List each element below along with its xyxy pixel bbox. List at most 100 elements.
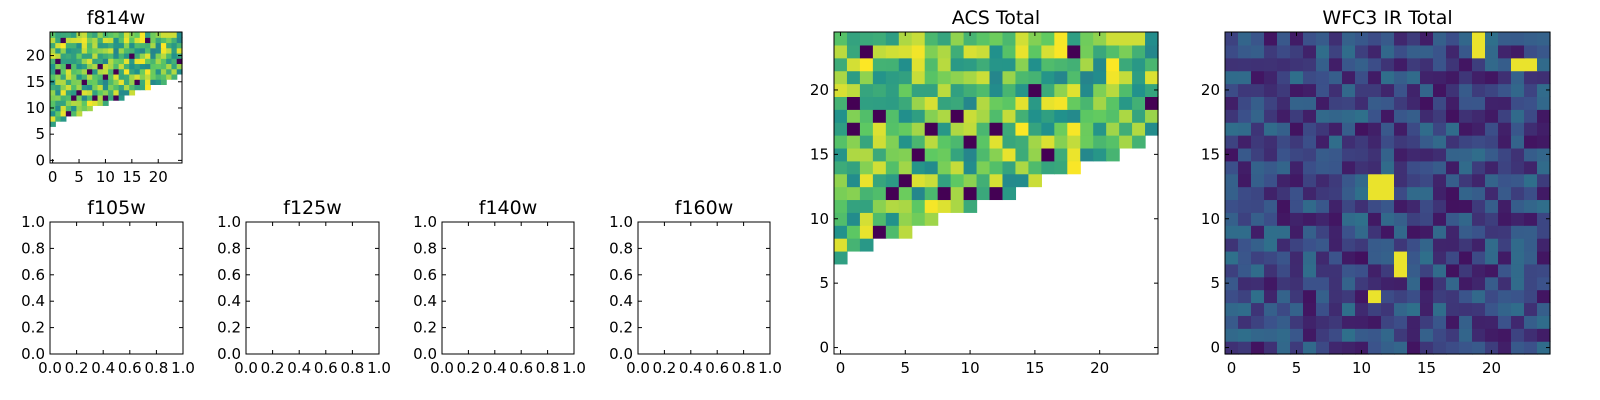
heatmap-cell [1485, 135, 1499, 149]
heatmap-cell [1472, 250, 1486, 265]
heatmap-cell [1342, 289, 1356, 304]
heatmap-cell [1132, 83, 1146, 97]
heatmap-cell [1290, 109, 1304, 123]
heatmap-cell [872, 32, 887, 46]
heatmap-cell [1485, 147, 1499, 162]
heatmap-cell [846, 135, 861, 149]
heatmap-cell [1472, 276, 1486, 291]
heatmap-cell [65, 79, 72, 85]
heatmap-cell [1394, 135, 1408, 149]
heatmap-cell [1407, 263, 1421, 278]
y-tick-label: 20 [26, 47, 45, 65]
heatmap-cell [976, 186, 991, 201]
heatmap-cell [118, 42, 125, 49]
heatmap-cell [1433, 70, 1447, 85]
heatmap-cell [1394, 315, 1408, 329]
heatmap-cell [1446, 96, 1460, 110]
heatmap-cell [134, 79, 141, 85]
heatmap-cell [71, 94, 77, 101]
heatmap-cell [1329, 315, 1343, 329]
heatmap-cell [1028, 135, 1042, 149]
heatmap-cell [1238, 186, 1252, 201]
heatmap-cell [50, 42, 56, 49]
heatmap-cell [1329, 96, 1343, 110]
heatmap-cell [1524, 238, 1538, 252]
heatmap-cell [171, 32, 178, 38]
heatmap-cell [60, 37, 67, 44]
heatmap-cell [1264, 315, 1278, 329]
heatmap-cell [1433, 289, 1447, 304]
heatmap-cell [1329, 83, 1343, 97]
heatmap-cell [1303, 341, 1317, 355]
heatmap-cell [145, 37, 151, 44]
heatmap-cell [1381, 302, 1395, 316]
heatmap-cell [1446, 212, 1460, 226]
heatmap-cell [1498, 122, 1512, 136]
heatmap-cell [113, 42, 120, 49]
heatmap-cell [924, 83, 939, 97]
heatmap-cell [86, 100, 93, 106]
heatmap-cell [1041, 83, 1055, 97]
heatmap-cell [1277, 199, 1291, 213]
heatmap-cell [1290, 276, 1304, 291]
heatmap-cell [924, 199, 939, 213]
heatmap-cell [872, 83, 887, 97]
heatmap-cell [1524, 263, 1538, 278]
heatmap-cell [1264, 135, 1278, 149]
heatmap-cell [1264, 109, 1278, 123]
heatmap-cell [872, 96, 887, 110]
heatmap-cell [1277, 263, 1291, 278]
heatmap-cell [1381, 289, 1395, 304]
heatmap-cell [97, 89, 104, 96]
heatmap-cell [65, 89, 72, 96]
heatmap-cell [60, 89, 67, 96]
heatmap-cell [1041, 32, 1055, 46]
heatmap-cell [911, 32, 926, 46]
heatmap-cell [1407, 341, 1421, 355]
heatmap-cell [1329, 302, 1343, 316]
heatmap-cell [1342, 135, 1356, 149]
heatmap-cell [86, 58, 93, 65]
heatmap-cell [1225, 250, 1239, 265]
heatmap-cell [1459, 341, 1473, 355]
heatmap-cell [1498, 70, 1512, 85]
heatmap-cell [1381, 186, 1395, 201]
heatmap-cell [1511, 328, 1525, 342]
heatmap-cell [60, 63, 67, 70]
heatmap-cell [937, 70, 952, 85]
heatmap-cell [885, 173, 900, 188]
heatmap-cell [113, 63, 120, 70]
heatmap-cell [1498, 212, 1512, 226]
heatmap-cell [1290, 135, 1304, 149]
heatmap-cell [1433, 57, 1447, 72]
heatmap-cell [1433, 32, 1447, 46]
heatmap-cell [71, 58, 77, 65]
heatmap-cell [55, 73, 62, 80]
heatmap-cell [55, 105, 62, 112]
heatmap-cell [1316, 83, 1330, 97]
heatmap-cell [937, 122, 952, 136]
y-tick-label: 10 [810, 210, 829, 228]
heatmap-cell [160, 42, 167, 49]
y-tick-label: 0.4 [413, 292, 437, 310]
heatmap-cell [1132, 57, 1146, 72]
heatmap-cell [1420, 328, 1434, 342]
heatmap-cell [846, 109, 861, 123]
heatmap-cell [1368, 276, 1382, 291]
heatmap-cell [1041, 44, 1055, 59]
heatmap-cell [872, 186, 887, 201]
heatmap-cell [1264, 199, 1278, 213]
heatmap-cell [1368, 199, 1382, 213]
heatmap-cell [1080, 109, 1094, 123]
heatmap-cell [1342, 173, 1356, 188]
heatmap-cell [86, 63, 93, 70]
heatmap-cell [139, 63, 146, 70]
heatmap-cell [86, 52, 93, 59]
heatmap-cell [160, 68, 167, 75]
heatmap-cell [155, 52, 162, 59]
heatmap-cell [97, 68, 104, 75]
heatmap-cells [1225, 32, 1551, 355]
heatmap-cell [1041, 122, 1055, 136]
heatmap-cell [1537, 276, 1551, 291]
heatmap-cell [102, 84, 109, 91]
